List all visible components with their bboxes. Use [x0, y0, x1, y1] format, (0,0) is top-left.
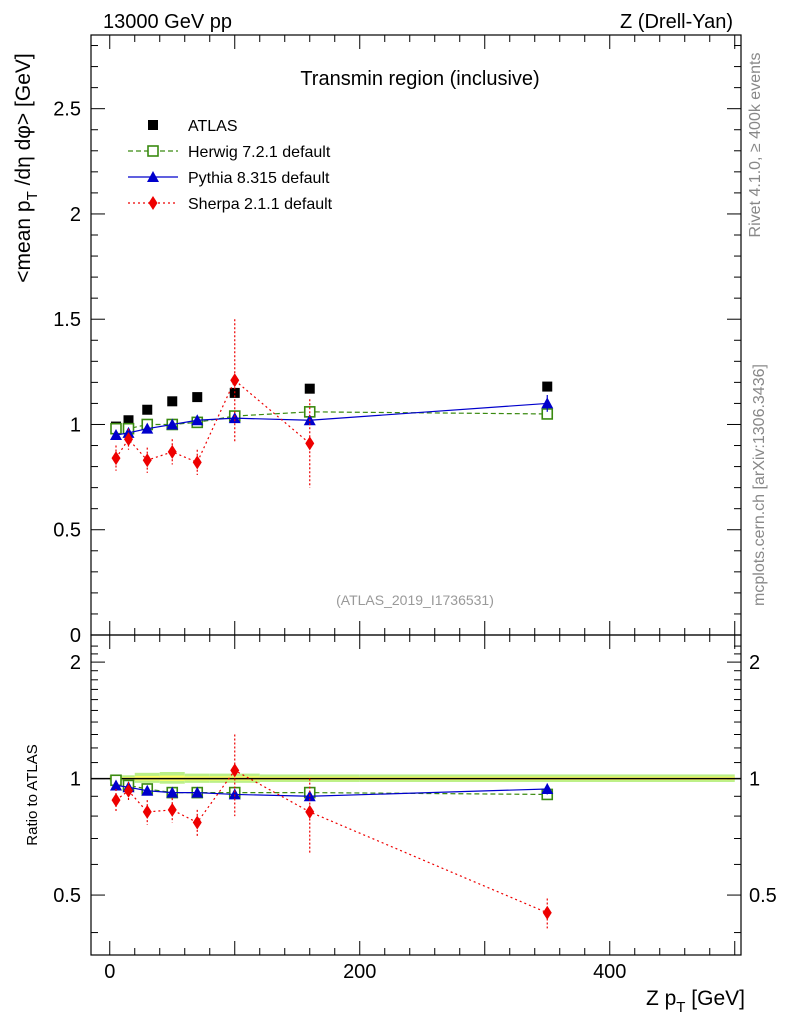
- atlas-uncertainty-band: [91, 771, 741, 784]
- legend-marker-pythia: [147, 171, 159, 182]
- legend-label-herwig: Herwig 7.2.1 default: [188, 144, 331, 161]
- main-y-tick-label: 1: [70, 414, 81, 436]
- legend-label-atlas: ATLAS: [188, 118, 238, 135]
- sherpa-point: [305, 804, 315, 819]
- x-tick-label: 0: [104, 961, 115, 983]
- y-axis-label-sub: T: [24, 191, 41, 200]
- series-pythia: [110, 395, 554, 440]
- header-left-label: 13000 GeV pp: [103, 11, 232, 33]
- atlas-point: [542, 381, 553, 392]
- atlas-point: [167, 396, 178, 407]
- main-y-tick-label: 2.5: [53, 99, 81, 121]
- axes: 0.5 1 1.5 2 2.5 0 0 200 400 0.5 0.5 1 1 2 2: [53, 34, 777, 983]
- ratio-y-tick-label: 1: [70, 769, 81, 791]
- y-axis-label: <mean pT /dη dφ> [GeV]: [12, 53, 41, 282]
- sherpa-point: [192, 455, 202, 470]
- sherpa-point: [230, 373, 240, 388]
- legend: ATLAS Herwig 7.2.1 default Pythia 8.315 de…: [128, 118, 333, 213]
- main-y-tick-label: 1.5: [53, 309, 81, 331]
- pythia-point: [541, 782, 554, 794]
- sherpa-point: [542, 905, 552, 920]
- ratio-frame: [90, 634, 742, 956]
- data-series: [110, 319, 554, 929]
- atlas-point: [192, 392, 203, 403]
- header-right-label: Z (Drell-Yan): [620, 11, 733, 33]
- analysis-tag: (ATLAS_2019_I1736531): [336, 592, 494, 608]
- ratio-y-tick-label-right: 1: [749, 769, 760, 791]
- pythia-line: [115, 402, 548, 436]
- x-tick-label: 200: [343, 961, 376, 983]
- pythia-point: [228, 788, 241, 800]
- pythia-point: [541, 397, 554, 409]
- pythia-point: [141, 422, 154, 434]
- ratio-y-tick-label-right: 2: [749, 652, 760, 674]
- sherpa-point: [111, 793, 121, 808]
- pythia-point: [166, 418, 179, 430]
- legend-label-pythia: Pythia 8.315 default: [188, 170, 330, 187]
- herwig-line: [116, 411, 548, 430]
- sherpa-point: [124, 783, 133, 798]
- pythia-point: [110, 429, 122, 440]
- pythia-point: [191, 414, 204, 426]
- y-axis-label-main: <mean p: [12, 200, 35, 282]
- pythia-point: [110, 779, 122, 791]
- x-axis-label-sub: T: [676, 999, 685, 1016]
- sherpa-point: [167, 802, 177, 817]
- y-axis-label-rest: /dη dφ> [GeV]: [12, 53, 35, 191]
- rivet-label: Rivet 4.1.0, ≥ 400k events: [747, 53, 764, 238]
- main-y-tick-label: 2: [70, 204, 81, 226]
- ratio-y-axis-label: Ratio to ATLAS: [24, 744, 41, 845]
- atlas-point: [142, 404, 153, 415]
- plot-title: Transmin region (inclusive): [300, 68, 539, 90]
- sherpa-point: [305, 436, 315, 451]
- series-sherpa: [111, 319, 315, 488]
- pythia-line: [115, 784, 548, 797]
- atlas-point: [304, 383, 315, 394]
- x-axis-label-rest: [GeV]: [685, 987, 745, 1010]
- sherpa-point: [192, 815, 202, 830]
- pythia-point: [191, 786, 204, 798]
- x-tick-label: 400: [593, 961, 626, 983]
- pythia-point: [228, 412, 241, 424]
- sherpa-point: [124, 432, 133, 447]
- legend-marker-atlas: [148, 120, 158, 130]
- sherpa-point: [167, 444, 177, 459]
- ratio-y-tick-label-right: 0.5: [749, 885, 777, 907]
- x-axis-label-main: Z p: [646, 987, 676, 1010]
- series-sherpa-ratio: [111, 734, 552, 929]
- ratio-y-tick-label: 0.5: [53, 885, 81, 907]
- series-herwig: [110, 406, 554, 435]
- main-y-tick-label: 0: [70, 625, 81, 647]
- main-y-tick-label: 0.5: [53, 520, 81, 542]
- sherpa-point: [230, 763, 240, 778]
- sherpa-point: [142, 453, 152, 468]
- atlas-point: [123, 415, 134, 426]
- pythia-point: [141, 784, 154, 796]
- sherpa-point: [111, 451, 121, 466]
- sherpa-point: [142, 804, 152, 819]
- legend-marker-herwig: [147, 145, 159, 157]
- x-axis-label: Z pT [GeV]: [646, 987, 745, 1016]
- sherpa-line: [115, 769, 548, 914]
- pythia-point: [166, 786, 179, 798]
- legend-label-sherpa: Sherpa 2.1.1 default: [188, 196, 333, 213]
- ratio-y-tick-label: 2: [70, 652, 81, 674]
- legend-marker-sherpa: [148, 196, 158, 210]
- mcplots-label: mcplots.cern.ch [arXiv:1306.3436]: [751, 364, 768, 606]
